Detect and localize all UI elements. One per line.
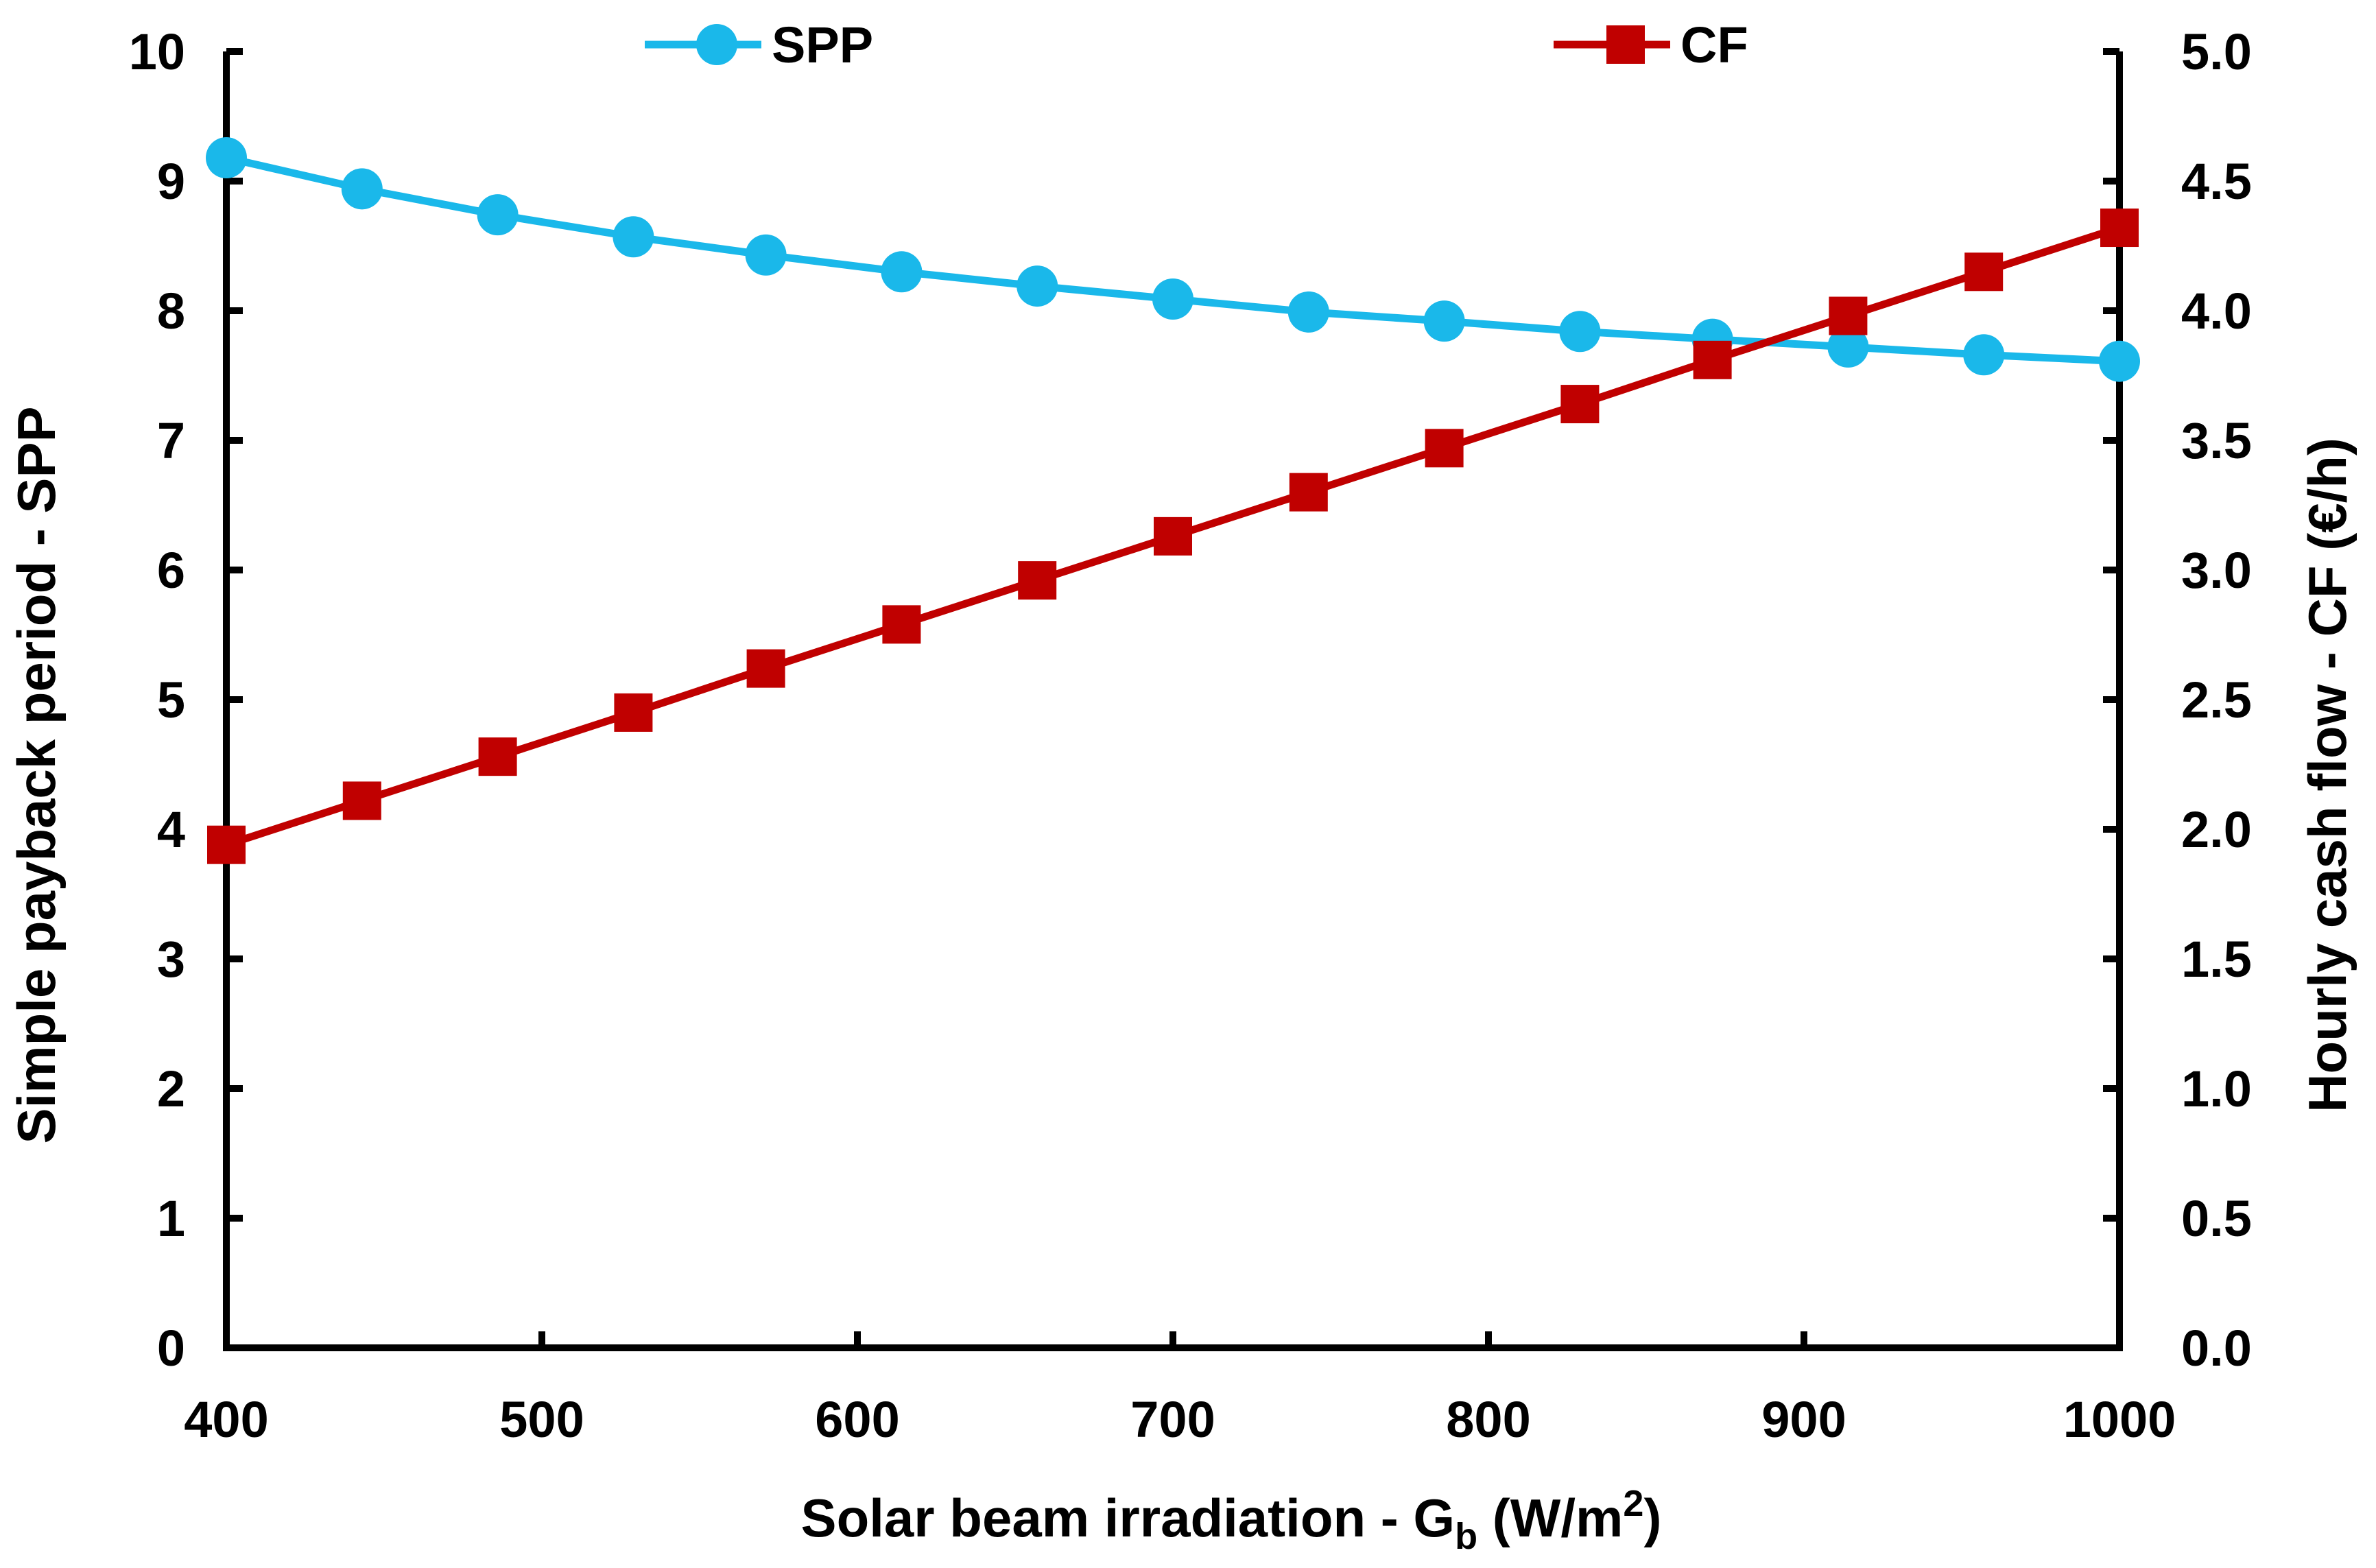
series-layer xyxy=(206,136,2140,864)
y-right-tick-label: 1.5 xyxy=(2181,931,2252,988)
spp-data-point xyxy=(881,251,923,293)
spp-data-point xyxy=(2099,340,2140,382)
y-right-tick-label: 2.5 xyxy=(2181,672,2252,728)
y-left-tick-label: 1 xyxy=(157,1190,185,1247)
x-tick-label: 900 xyxy=(1761,1391,1846,1448)
cf-data-point xyxy=(342,781,381,820)
y-left-tick-label: 3 xyxy=(157,931,185,988)
legend: SPP CF xyxy=(645,16,1748,73)
spp-data-point xyxy=(477,194,519,236)
spp-data-point xyxy=(745,234,787,276)
spp-data-point xyxy=(1827,326,1869,368)
cf-data-point xyxy=(1154,516,1192,556)
cf-data-point xyxy=(1560,385,1600,424)
x-axis-title-subscript: b xyxy=(1455,1516,1477,1557)
y-left-tick-label: 10 xyxy=(129,23,185,80)
spp-data-point xyxy=(206,136,247,178)
x-tick-label: 400 xyxy=(184,1391,268,1448)
spp-data-point xyxy=(1152,278,1193,320)
x-tick-label: 500 xyxy=(499,1391,584,1448)
y-left-tick-label: 4 xyxy=(157,801,185,858)
spp-data-point xyxy=(1017,265,1058,307)
y-left-tick-label: 9 xyxy=(157,153,185,210)
cf-data-point xyxy=(614,693,653,732)
cf-data-point xyxy=(1018,561,1057,600)
cf-data-point xyxy=(882,605,921,644)
spp-data-point xyxy=(341,168,383,210)
y-right-tick-label: 5.0 xyxy=(2181,23,2252,80)
y-right-tick-label: 3.5 xyxy=(2181,412,2252,469)
cf-data-point xyxy=(1693,340,1732,379)
legend-spp-label: SPP xyxy=(772,16,873,73)
y-left-tick-label: 8 xyxy=(157,283,185,340)
spp-data-point xyxy=(613,216,654,258)
y-left-axis-title: Simple payback period - SPP xyxy=(6,406,67,1143)
y-left-tick-label: 2 xyxy=(157,1060,185,1117)
cf-data-point xyxy=(1964,252,2004,292)
cf-data-point xyxy=(1829,296,1868,335)
y-right-tick-label: 4.5 xyxy=(2181,153,2252,210)
x-axis-title-unit: (W/m xyxy=(1477,1488,1623,1548)
legend-cf-marker xyxy=(1606,25,1645,64)
spp-data-point xyxy=(1287,291,1329,333)
cf-data-point xyxy=(746,649,785,688)
cf-data-point xyxy=(1425,429,1464,468)
y-right-tick-label: 0.5 xyxy=(2181,1190,2252,1247)
cf-data-point xyxy=(207,825,246,864)
x-tick-label: 800 xyxy=(1446,1391,1530,1448)
y-right-tick-label: 2.0 xyxy=(2181,801,2252,858)
spp-data-point xyxy=(1963,334,2005,376)
y-left-tick-label: 6 xyxy=(157,542,185,599)
y-right-tick-label: 3.0 xyxy=(2181,542,2252,599)
y-right-tick-label: 4.0 xyxy=(2181,283,2252,340)
y-right-axis-title: Hourly cash flow - CF (€/h) xyxy=(2297,438,2357,1113)
spp-data-point xyxy=(1559,311,1601,353)
x-axis-title-main: Solar beam irradiation - G xyxy=(801,1488,1456,1548)
y-left-tick-label: 7 xyxy=(157,412,185,469)
cf-data-point xyxy=(2100,209,2139,248)
x-axis-title-unit-close: ) xyxy=(1643,1488,1661,1548)
y-left-tick-label: 0 xyxy=(157,1320,185,1377)
cf-data-point xyxy=(478,737,517,776)
y-right-tick-label: 1.0 xyxy=(2181,1060,2252,1117)
x-axis-title-superscript: 2 xyxy=(1623,1483,1643,1524)
spp-data-point xyxy=(1423,300,1465,342)
y-left-tick-label: 5 xyxy=(157,672,185,728)
cf-data-point xyxy=(1289,473,1328,512)
x-tick-label: 1000 xyxy=(2063,1391,2176,1448)
x-axis-title: Solar beam irradiation - Gb (W/m2) xyxy=(801,1483,1662,1557)
axes-group: 0 1 2 3 4 5 6 7 8 9 10 0.0 0.5 1.0 1.5 2.0 2.5 3.0 3.5 4.0 4… xyxy=(129,23,2252,1448)
legend-spp-marker xyxy=(696,24,737,65)
x-tick-label: 600 xyxy=(815,1391,899,1448)
legend-cf-label: CF xyxy=(1680,16,1748,73)
x-tick-label: 700 xyxy=(1130,1391,1215,1448)
y-right-tick-label: 0.0 xyxy=(2181,1320,2252,1377)
